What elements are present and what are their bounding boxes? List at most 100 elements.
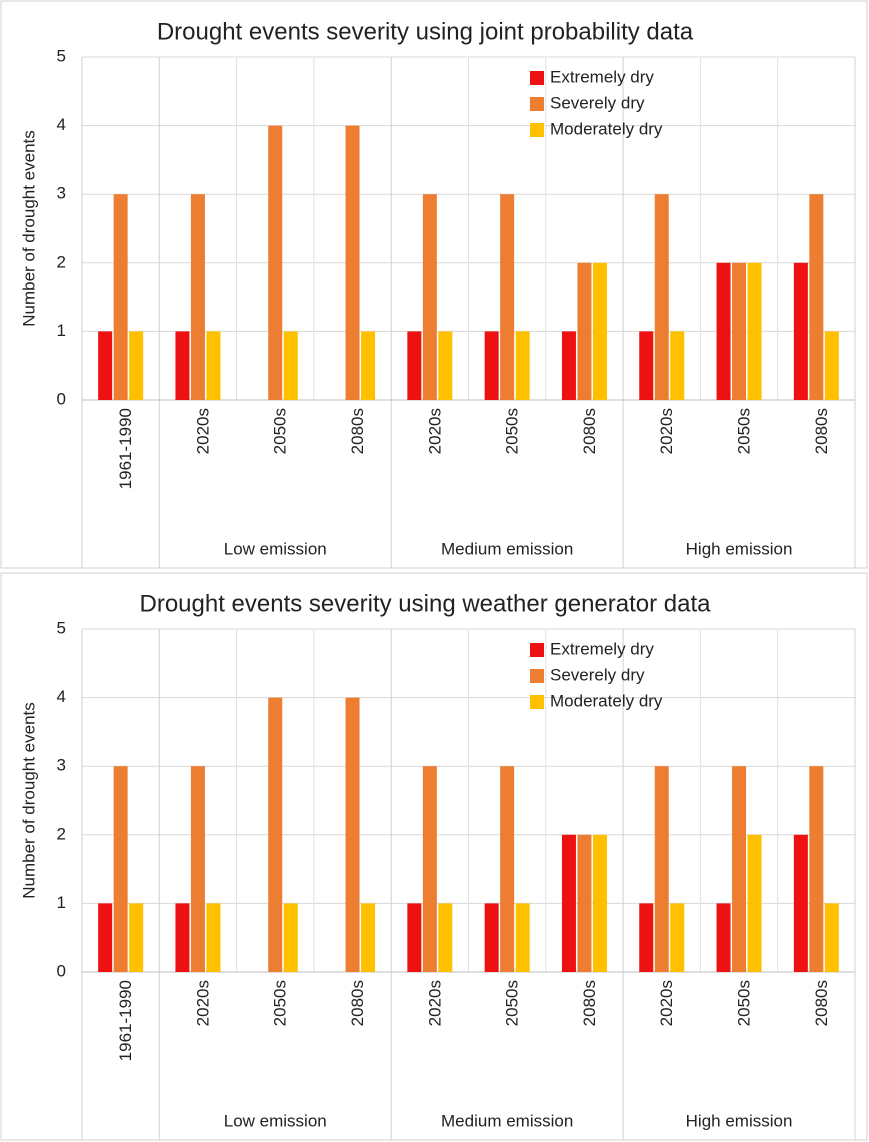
bar xyxy=(345,125,360,400)
x-tick-label: 1961-1990 xyxy=(116,980,135,1061)
chart-title: Drought events severity using joint prob… xyxy=(157,18,694,45)
bar xyxy=(654,194,669,400)
bar xyxy=(670,331,685,400)
bar xyxy=(268,697,283,972)
bar xyxy=(190,194,205,400)
bar xyxy=(484,903,499,972)
y-tick-label: 2 xyxy=(57,824,66,843)
bar xyxy=(654,766,669,972)
legend-swatch xyxy=(530,669,544,683)
bar xyxy=(206,903,221,972)
x-tick-label: 2080s xyxy=(580,408,599,454)
y-axis-label: Number of drought events xyxy=(19,130,38,327)
bar xyxy=(283,903,298,972)
bar xyxy=(747,834,762,972)
bar xyxy=(732,766,747,972)
bar xyxy=(716,903,731,972)
group-label: High emission xyxy=(686,1111,793,1130)
legend-label: Severely dry xyxy=(550,665,645,684)
panel-border xyxy=(0,572,868,1141)
y-tick-label: 4 xyxy=(57,115,66,134)
x-tick-label: 2050s xyxy=(271,408,290,454)
bar xyxy=(716,262,731,400)
bar xyxy=(129,331,144,400)
x-tick-label: 2020s xyxy=(193,980,212,1026)
bar xyxy=(592,262,607,400)
y-tick-label: 4 xyxy=(57,687,66,706)
bar xyxy=(422,194,437,400)
x-tick-label: 2080s xyxy=(580,980,599,1026)
bar xyxy=(561,331,576,400)
bar xyxy=(113,194,128,400)
bar xyxy=(190,766,205,972)
x-tick-label: 2050s xyxy=(503,408,522,454)
bar xyxy=(732,262,747,400)
x-tick-label: 2050s xyxy=(735,408,754,454)
group-label: Low emission xyxy=(224,539,327,558)
y-axis-label: Number of drought events xyxy=(19,702,38,899)
x-tick-label: 2050s xyxy=(503,980,522,1026)
bar xyxy=(592,834,607,972)
bar xyxy=(438,331,453,400)
bar xyxy=(175,331,190,400)
bar xyxy=(206,331,221,400)
y-tick-label: 3 xyxy=(57,756,66,775)
bar xyxy=(113,766,128,972)
y-tick-label: 5 xyxy=(57,618,66,637)
bar xyxy=(639,903,654,972)
bar xyxy=(561,834,576,972)
bar xyxy=(747,262,762,400)
bar xyxy=(484,331,499,400)
legend-swatch xyxy=(530,695,544,709)
y-tick-label: 5 xyxy=(57,46,66,65)
legend-label: Extremely dry xyxy=(550,67,654,86)
group-label: Medium emission xyxy=(441,539,573,558)
bar xyxy=(515,903,530,972)
group-label: High emission xyxy=(686,539,793,558)
bar xyxy=(98,331,113,400)
bar xyxy=(809,766,824,972)
group-label: Low emission xyxy=(224,1111,327,1130)
bar xyxy=(577,834,592,972)
bar xyxy=(407,903,422,972)
y-tick-label: 3 xyxy=(57,184,66,203)
bar xyxy=(577,262,592,400)
bar xyxy=(422,766,437,972)
bar xyxy=(438,903,453,972)
bar xyxy=(824,903,839,972)
legend-swatch xyxy=(530,71,544,85)
y-tick-label: 0 xyxy=(57,961,66,980)
bar xyxy=(283,331,298,400)
bar xyxy=(793,834,808,972)
x-tick-label: 1961-1990 xyxy=(116,408,135,489)
legend-label: Moderately dry xyxy=(550,119,663,138)
x-tick-label: 2020s xyxy=(657,408,676,454)
x-tick-label: 2080s xyxy=(348,980,367,1026)
y-tick-label: 1 xyxy=(57,321,66,340)
x-tick-label: 2020s xyxy=(193,408,212,454)
panel-border xyxy=(0,0,868,569)
x-tick-label: 2050s xyxy=(735,980,754,1026)
legend-label: Severely dry xyxy=(550,93,645,112)
bar xyxy=(500,766,515,972)
x-tick-label: 2050s xyxy=(271,980,290,1026)
x-tick-label: 2080s xyxy=(812,980,831,1026)
bar xyxy=(407,331,422,400)
bar xyxy=(639,331,654,400)
y-tick-label: 1 xyxy=(57,893,66,912)
bar xyxy=(361,903,376,972)
x-tick-label: 2020s xyxy=(657,980,676,1026)
bar xyxy=(824,331,839,400)
x-tick-label: 2020s xyxy=(425,408,444,454)
bar xyxy=(793,262,808,400)
bar xyxy=(361,331,376,400)
legend-label: Moderately dry xyxy=(550,691,663,710)
bar xyxy=(268,125,283,400)
y-tick-label: 0 xyxy=(57,389,66,408)
bar xyxy=(98,903,113,972)
bar xyxy=(809,194,824,400)
chart-title: Drought events severity using weather ge… xyxy=(140,590,712,617)
legend-swatch xyxy=(530,643,544,657)
x-tick-label: 2080s xyxy=(812,408,831,454)
